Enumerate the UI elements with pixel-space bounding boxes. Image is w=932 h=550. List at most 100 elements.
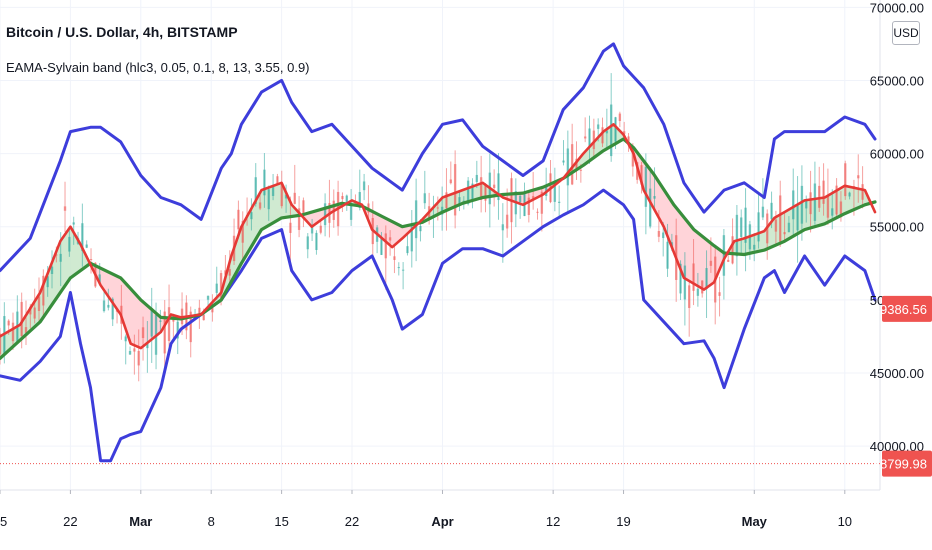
candle-body: [137, 350, 140, 366]
candle-body: [289, 222, 292, 233]
candle-body: [159, 320, 162, 322]
candle-body: [679, 263, 682, 294]
candle-body: [805, 199, 808, 209]
price-tag: [882, 295, 932, 322]
candle-body: [176, 321, 179, 339]
candle-body: [241, 220, 244, 243]
candle-body: [423, 193, 426, 204]
candle-body: [831, 208, 834, 216]
candle-body: [267, 189, 270, 210]
candle-body: [258, 202, 262, 209]
y-tick-label: 60000.00: [870, 147, 924, 162]
study-legend[interactable]: EAMA-Sylvain band (hlc3, 0.05, 0.1, 8, 1…: [6, 60, 310, 75]
candle-body: [72, 222, 75, 225]
candle-body: [98, 274, 101, 283]
x-tick-label: May: [742, 514, 768, 529]
candle-body: [579, 169, 583, 171]
candle-body: [701, 280, 704, 294]
candle-body: [822, 180, 825, 204]
candle-body: [705, 268, 708, 290]
candle-body: [536, 211, 539, 213]
price-tag-label: 38799.98: [873, 457, 927, 472]
symbol-title[interactable]: Bitcoin / U.S. Dollar, 4h, BITSTAMP: [6, 24, 238, 40]
candle-body: [570, 144, 574, 185]
candle-body: [198, 307, 201, 316]
candle-body: [757, 212, 760, 242]
candle-body: [215, 283, 218, 293]
candle-body: [787, 222, 791, 233]
candle-body: [666, 241, 669, 269]
candle-body: [388, 237, 392, 241]
candle-body: [341, 195, 344, 200]
candle-body: [518, 195, 522, 203]
candle-body: [531, 196, 535, 199]
candle-body: [605, 130, 609, 134]
candle-body: [484, 185, 487, 201]
candle-body: [688, 285, 691, 308]
candle-body: [648, 188, 652, 227]
candle-body: [844, 163, 847, 197]
candle-body: [397, 267, 400, 269]
candle-body: [102, 300, 106, 312]
candle-body: [479, 177, 483, 200]
candle-body: [540, 191, 544, 214]
currency-button[interactable]: USD: [892, 21, 920, 45]
candle-body: [211, 308, 214, 313]
candle-body: [250, 212, 253, 220]
candle-body: [809, 192, 812, 215]
candle-body: [315, 232, 318, 251]
candle-body: [141, 327, 145, 339]
candle-body: [618, 113, 622, 122]
candle-body: [436, 207, 439, 209]
candle-body: [835, 185, 838, 215]
candle-body: [497, 173, 500, 201]
candle-body: [133, 348, 136, 352]
candle-body: [219, 273, 223, 299]
candle-body: [68, 236, 71, 252]
candle-body: [640, 165, 643, 185]
candle-body: [475, 174, 479, 182]
candle-body: [310, 226, 314, 234]
candle-body: [718, 292, 721, 296]
y-tick-label: 70000.00: [870, 0, 924, 15]
candle-body: [449, 179, 453, 184]
candle-body: [588, 128, 591, 147]
candle-body: [631, 149, 635, 167]
x-tick-label: 8: [208, 514, 215, 529]
candle-body: [462, 200, 466, 202]
candle-body: [167, 307, 171, 341]
candle-body: [839, 201, 843, 218]
bull-cloud: [0, 227, 92, 359]
chart-axes[interactable]: 70000.0065000.0060000.0055000.0050000.00…: [0, 0, 932, 529]
candle-body: [861, 184, 864, 200]
candle-body: [59, 253, 62, 262]
candle-body: [753, 244, 756, 250]
candle-body: [796, 205, 799, 231]
y-tick-label: 45000.00: [870, 366, 924, 381]
candle-body: [813, 183, 817, 221]
candle-body: [410, 226, 413, 252]
x-tick-label: 10: [838, 514, 852, 529]
candle-body: [857, 175, 860, 179]
candle-body: [601, 127, 604, 144]
candle-body: [696, 288, 700, 296]
x-tick-label: Mar: [129, 514, 152, 529]
candle-body: [627, 136, 630, 145]
candle-body: [792, 190, 795, 220]
candle-body: [592, 130, 596, 150]
candle-body: [653, 196, 656, 199]
candle-body: [727, 259, 730, 262]
candle-body: [7, 320, 10, 326]
candle-body: [566, 148, 570, 186]
y-tick-label: 65000.00: [870, 73, 924, 88]
x-tick-label: Apr: [431, 514, 453, 529]
price-tag-label: 49386.56: [873, 302, 927, 317]
candle-body: [128, 351, 132, 355]
x-tick-label: 22: [345, 514, 359, 529]
candle-body: [779, 195, 782, 242]
candle-body: [505, 214, 509, 229]
candle-body: [380, 236, 383, 255]
candle-body: [189, 311, 192, 343]
candle-body: [466, 180, 470, 205]
candle-body: [553, 181, 557, 202]
